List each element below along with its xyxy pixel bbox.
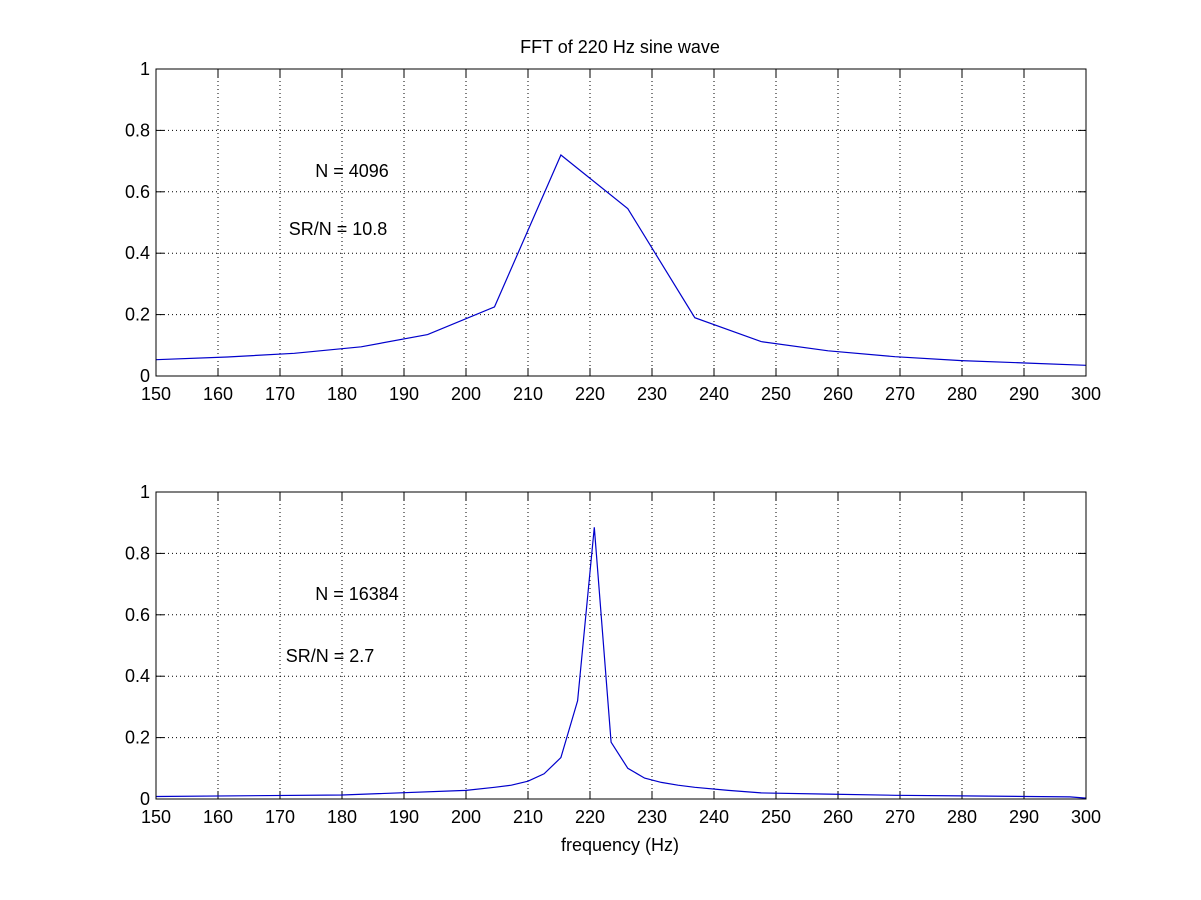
x-tick-label: 280: [947, 807, 977, 827]
y-tick-label: 0.8: [125, 120, 150, 140]
resolution-annotation: SR/N = 10.8: [289, 219, 388, 239]
x-tick-label: 160: [203, 807, 233, 827]
x-tick-label: 210: [513, 807, 543, 827]
x-tick-label: 220: [575, 384, 605, 404]
x-tick-label: 240: [699, 807, 729, 827]
y-tick-label: 0.6: [125, 605, 150, 625]
axes-frame: [155, 68, 1087, 377]
y-tick-label: 1: [140, 59, 150, 79]
x-tick-label: 170: [265, 384, 295, 404]
x-tick-label: 250: [761, 384, 791, 404]
plot-area: [156, 492, 1086, 799]
y-tick-label: 1: [140, 482, 150, 502]
x-tick-label: 180: [327, 807, 357, 827]
y-tick-label: 0.2: [125, 305, 150, 325]
y-tick-label: 0.4: [125, 243, 150, 263]
x-tick-label: 280: [947, 384, 977, 404]
y-tick-label: 0.8: [125, 543, 150, 563]
x-tick-label: 270: [885, 807, 915, 827]
bottom-panel: 150 160 170 180 190 200 210 220 230 240 250 260 270 2…: [125, 482, 1101, 827]
top-panel: 150 160 170 180 190 200 210 220 230 240 250 260 270 2…: [125, 59, 1101, 404]
x-tick-label: 290: [1009, 384, 1039, 404]
x-tick-label: 220: [575, 807, 605, 827]
x-axis-label: frequency (Hz): [561, 835, 679, 855]
y-tick-label: 0: [140, 789, 150, 809]
x-tick-label: 270: [885, 384, 915, 404]
plot-area: [156, 69, 1086, 376]
x-tick-label: 150: [141, 807, 171, 827]
chart-title: FFT of 220 Hz sine wave: [520, 37, 720, 57]
x-tick-label: 190: [389, 384, 419, 404]
x-tick-label: 180: [327, 384, 357, 404]
y-tick-label: 0.4: [125, 666, 150, 686]
y-tick-label: 0.6: [125, 182, 150, 202]
x-tick-label: 200: [451, 807, 481, 827]
y-tick-label: 0.2: [125, 728, 150, 748]
x-tick-label: 150: [141, 384, 171, 404]
x-tick-label: 300: [1071, 384, 1101, 404]
fft-size-annotation: N = 4096: [315, 161, 389, 181]
spectrum-line: [155, 154, 1087, 366]
x-tick-label: 260: [823, 807, 853, 827]
y-tick-label: 0: [140, 366, 150, 386]
x-tick-label: 230: [637, 384, 667, 404]
x-tick-label: 210: [513, 384, 543, 404]
x-tick-label: 170: [265, 807, 295, 827]
x-tick-label: 190: [389, 807, 419, 827]
resolution-annotation: SR/N = 2.7: [286, 646, 375, 666]
x-tick-label: 200: [451, 384, 481, 404]
axes-frame: [155, 491, 1087, 800]
x-tick-label: 290: [1009, 807, 1039, 827]
x-tick-label: 160: [203, 384, 233, 404]
spectrum-line: [155, 527, 1087, 799]
x-tick-label: 300: [1071, 807, 1101, 827]
fft-size-annotation: N = 16384: [315, 584, 399, 604]
x-tick-label: 240: [699, 384, 729, 404]
x-tick-label: 250: [761, 807, 791, 827]
x-tick-label: 260: [823, 384, 853, 404]
x-tick-label: 230: [637, 807, 667, 827]
